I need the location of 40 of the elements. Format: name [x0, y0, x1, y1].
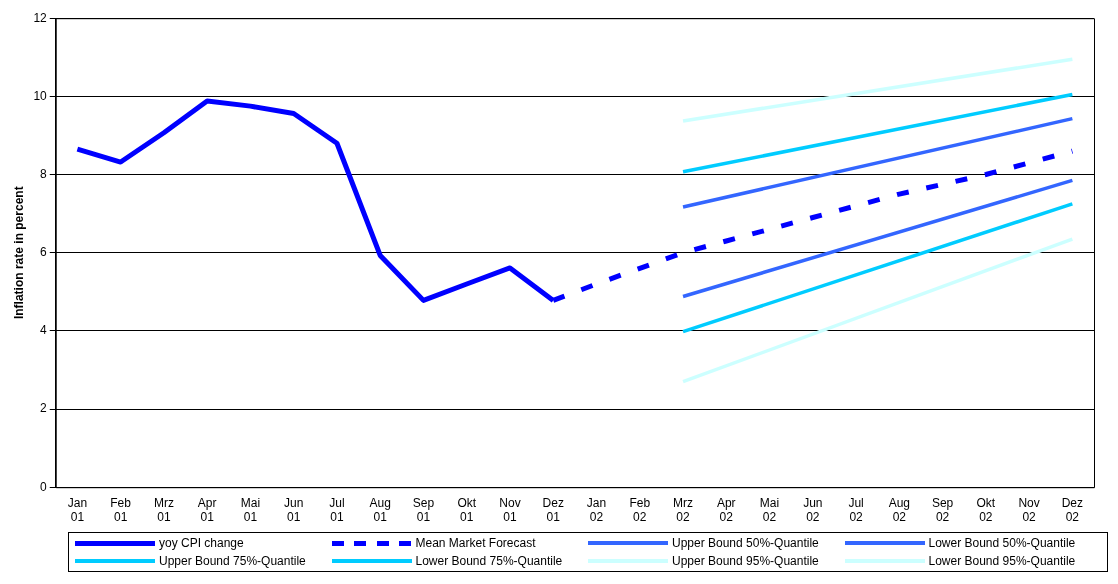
y-tick-label: 8	[40, 166, 48, 181]
x-tick-label: Sep 02	[931, 495, 954, 525]
x-tick-label: Jun 01	[284, 495, 304, 525]
y-tick-label: 10	[33, 88, 48, 103]
x-tick-label: Sep 01	[412, 495, 435, 525]
x-tick-label: Okt 01	[457, 495, 477, 525]
x-tick-label: Dez 02	[1061, 495, 1084, 525]
x-tick-label: Mai 02	[759, 495, 780, 525]
x-tick-label: Mrz 02	[673, 495, 694, 525]
x-tick-label: Apr 02	[716, 495, 736, 525]
x-tick-label: Mrz 01	[153, 495, 174, 525]
x-tick-label: Jan 01	[67, 495, 88, 525]
y-tick-label: 2	[40, 401, 48, 416]
x-tick-label: Jan 02	[586, 495, 607, 525]
legend-label: Mean Market Forecast	[415, 536, 536, 550]
x-tick-label: Okt 02	[976, 495, 996, 525]
legend-label: Lower Bound 50%-Quantile	[928, 536, 1076, 550]
legend-label: Lower Bound 95%-Quantile	[928, 554, 1076, 568]
legend-label: Upper Bound 95%-Quantile	[672, 554, 819, 568]
x-tick-label: Feb 01	[110, 495, 132, 525]
y-tick-label: 0	[40, 479, 48, 494]
y-tick-label: 4	[40, 323, 48, 338]
x-tick-label: Nov 01	[499, 495, 521, 525]
legend-label: Upper Bound 50%-Quantile	[672, 536, 819, 550]
x-tick-label: Apr 01	[197, 495, 217, 525]
legend-label: Lower Bound 75%-Quantile	[415, 554, 563, 568]
x-tick-label: Jul 01	[329, 495, 345, 525]
x-tick-label: Mai 01	[240, 495, 261, 525]
x-tick-label: Jun 02	[803, 495, 823, 525]
y-tick-label: 6	[40, 245, 48, 260]
x-tick-label: Aug 02	[888, 495, 911, 525]
x-tick-label: Aug 01	[369, 495, 391, 525]
x-tick-label: Jul 02	[848, 495, 864, 525]
x-tick-label: Feb 02	[629, 495, 651, 525]
y-tick-label: 12	[33, 10, 48, 25]
x-tick-label: Dez 01	[542, 495, 564, 525]
legend-label: yoy CPI change	[159, 536, 244, 550]
legend-label: Upper Bound 75%-Quantile	[159, 554, 306, 568]
x-tick-label: Nov 02	[1018, 495, 1040, 525]
y-axis-title: Inflation rate in percent	[11, 186, 26, 320]
